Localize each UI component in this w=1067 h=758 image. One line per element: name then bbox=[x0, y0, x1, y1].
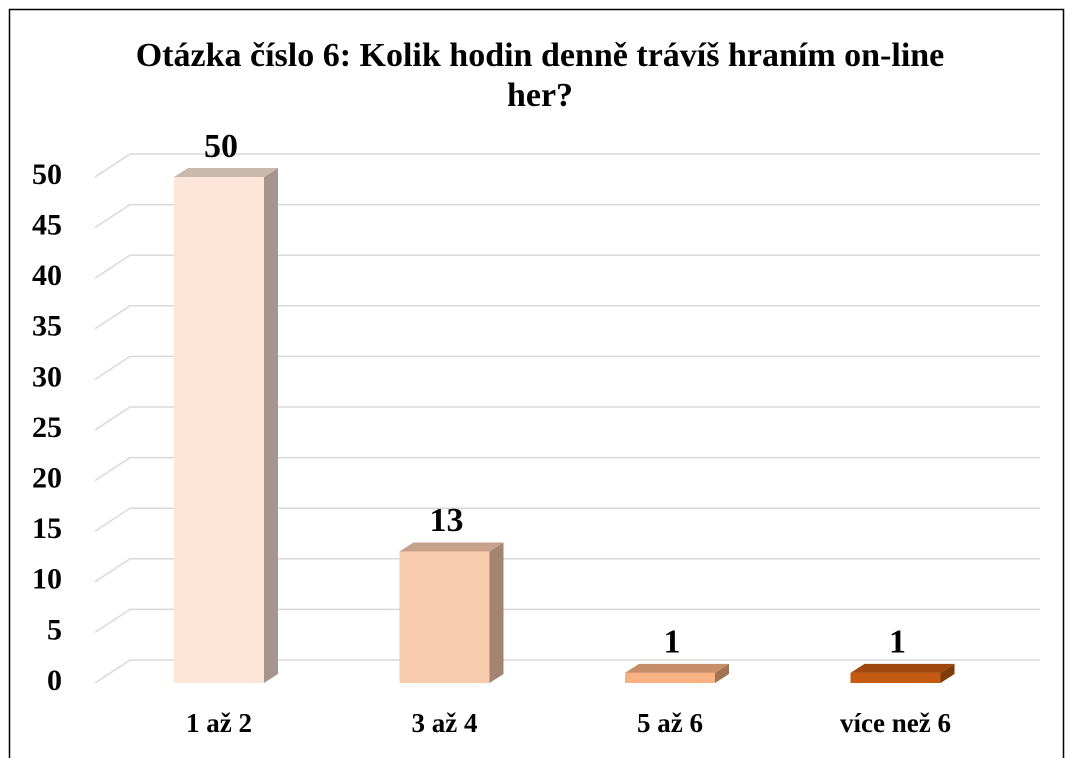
bar-side bbox=[489, 542, 504, 683]
x-tick-label: 5 až 6 bbox=[637, 708, 703, 738]
grid-line bbox=[94, 406, 1040, 431]
grid-line bbox=[94, 305, 1040, 330]
bar bbox=[399, 551, 490, 683]
y-tick-label: 20 bbox=[32, 461, 62, 494]
grid-line bbox=[94, 507, 1040, 532]
bar-side bbox=[264, 168, 278, 683]
bar-top bbox=[625, 663, 729, 673]
chart-title: Otázka číslo 6: Kolik hodin denně trávíš… bbox=[135, 37, 945, 114]
value-label: 50 bbox=[204, 128, 238, 165]
value-label: 1 bbox=[889, 624, 906, 661]
bar-side bbox=[715, 663, 729, 683]
x-tick-label: 3 až 4 bbox=[412, 708, 478, 738]
grid-line bbox=[94, 355, 1040, 381]
y-tick-label: 5 bbox=[47, 613, 62, 646]
grid-line bbox=[94, 659, 1040, 684]
y-tick-label: 10 bbox=[32, 563, 62, 596]
x-tick-label: 1 až 2 bbox=[186, 708, 252, 738]
bar-top bbox=[174, 168, 278, 177]
y-tick-label: 50 bbox=[32, 158, 62, 191]
value-label: 1 bbox=[664, 624, 681, 661]
frame bbox=[8, 8, 1065, 758]
y-tick-label: 15 bbox=[32, 512, 62, 545]
y-tick-label: 30 bbox=[32, 360, 62, 393]
x-tick-label: více než 6 bbox=[840, 708, 951, 738]
bar bbox=[850, 672, 941, 683]
bar bbox=[625, 672, 715, 683]
y-tick-label: 35 bbox=[32, 310, 62, 343]
bar-top bbox=[399, 542, 504, 552]
grid-line bbox=[94, 203, 1040, 229]
value-label: 13 bbox=[430, 502, 464, 539]
grid-line bbox=[94, 608, 1040, 634]
bar-top bbox=[850, 663, 955, 673]
y-tick-label: 45 bbox=[32, 208, 62, 241]
grid-line bbox=[94, 153, 1040, 178]
grid-line bbox=[94, 254, 1040, 279]
y-tick-label: 40 bbox=[32, 259, 62, 292]
y-tick-label: 25 bbox=[32, 411, 62, 444]
grid-line bbox=[94, 558, 1040, 583]
grid-line bbox=[94, 456, 1040, 482]
bar bbox=[174, 177, 264, 683]
y-tick-label: 0 bbox=[47, 664, 62, 697]
bar-side bbox=[940, 663, 955, 683]
